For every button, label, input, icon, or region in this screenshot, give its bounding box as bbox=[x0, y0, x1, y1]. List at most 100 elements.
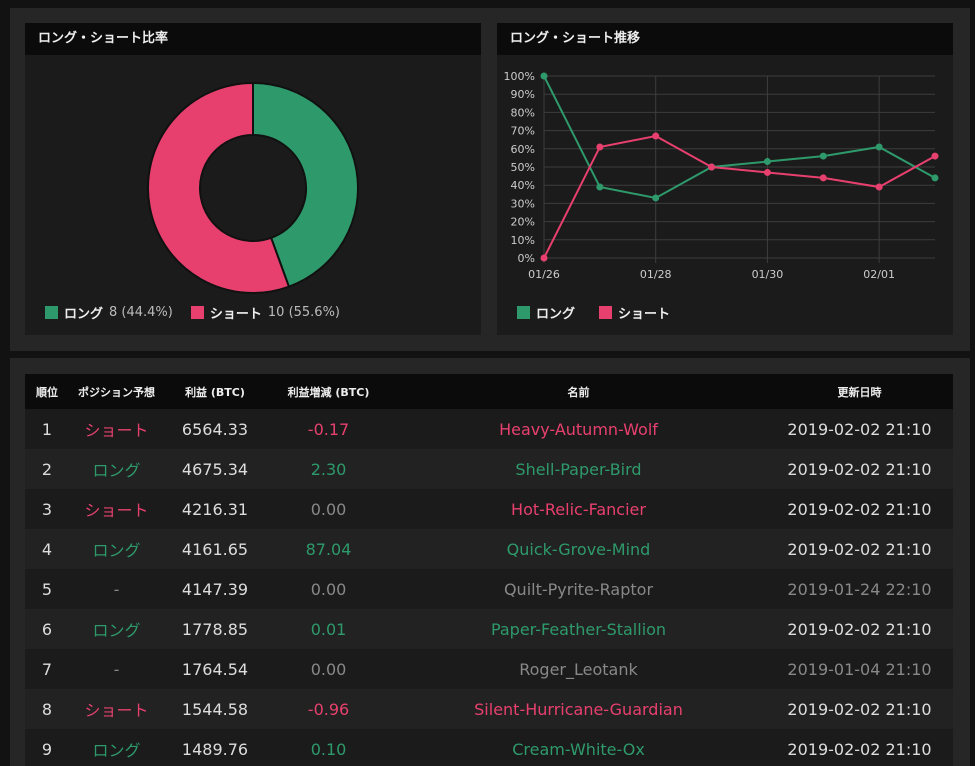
table-row[interactable]: 9 ロング 1489.76 0.10 Cream-White-Ox 2019-02-02 … bbox=[25, 729, 953, 766]
header-rank[interactable]: 順位 bbox=[25, 374, 69, 409]
data-point-short[interactable] bbox=[763, 168, 771, 176]
header-updated[interactable]: 更新日時 bbox=[766, 374, 953, 409]
name-cell[interactable]: Quick-Grove-Mind bbox=[391, 529, 766, 569]
line-legend-long[interactable]: ロング bbox=[517, 303, 581, 322]
data-point-long[interactable] bbox=[931, 174, 939, 182]
name-cell[interactable]: Paper-Feather-Stallion bbox=[391, 609, 766, 649]
pie-legend-long-swatch bbox=[45, 306, 58, 319]
data-point-long[interactable] bbox=[763, 158, 771, 166]
position-cell: ショート bbox=[69, 689, 164, 729]
data-point-long[interactable] bbox=[819, 152, 827, 160]
pie-legend-short[interactable]: ショート 10 (55.6%) bbox=[190, 303, 341, 322]
line-legend-short-label: ショート bbox=[618, 307, 671, 322]
donut-slice-long[interactable] bbox=[252, 81, 359, 288]
donut-slice-short[interactable] bbox=[147, 81, 291, 294]
data-point-short[interactable] bbox=[596, 143, 604, 151]
pie-legend-short-swatch bbox=[190, 306, 204, 319]
name-cell[interactable]: Cream-White-Ox bbox=[391, 729, 766, 766]
ranking-table: 順位 ポジション予想 利益 (BTC) 利益増減 (BTC) 名前 更新日時 1… bbox=[25, 374, 953, 766]
name-cell[interactable]: Roger_Leotank bbox=[391, 649, 766, 689]
header-profit-change[interactable]: 利益増減 (BTC) bbox=[266, 374, 391, 409]
table-header-row: 順位 ポジション予想 利益 (BTC) 利益増減 (BTC) 名前 更新日時 bbox=[25, 374, 953, 409]
rank-cell: 6 bbox=[25, 609, 69, 649]
table-body: 1 ショート 6564.33 -0.17 Heavy-Autumn-Wolf 2019-0… bbox=[25, 409, 953, 766]
pie-legend-short-value: 10 (55.6%) bbox=[267, 305, 341, 320]
long-short-ratio-panel: ロング・ショート比率 ロング 8 (44.4%) ショート 10 (55.6%) bbox=[25, 23, 481, 335]
line-legend-long-label: ロング bbox=[536, 307, 576, 322]
table-row[interactable]: 5-4147.39 0.00 Quilt-Pyrite-Raptor 2019-01-… bbox=[25, 569, 953, 609]
pie-legend-long[interactable]: ロング 8 (44.4%) bbox=[45, 303, 173, 322]
table-row[interactable]: 6 ロング 1778.85 0.01 Paper-Feather-Stallion 201… bbox=[25, 609, 953, 649]
line-legend-long-swatch bbox=[517, 306, 530, 319]
x-tick-label: 01/26 bbox=[528, 268, 560, 281]
data-point-short[interactable] bbox=[652, 132, 660, 140]
profit-cell: 4216.31 bbox=[164, 489, 266, 529]
line-legend: ロング ショート bbox=[517, 303, 694, 322]
profit-cell: 6564.33 bbox=[164, 409, 266, 449]
y-tick-label: 60% bbox=[511, 143, 535, 156]
profit-cell: 4161.65 bbox=[164, 529, 266, 569]
table-row[interactable]: 3 ショート 4216.31 0.00 Hot-Relic-Fancier 2019-02… bbox=[25, 489, 953, 529]
profit-cell: 1778.85 bbox=[164, 609, 266, 649]
data-point-short[interactable] bbox=[540, 254, 548, 262]
line-legend-short-swatch bbox=[599, 306, 613, 319]
data-point-short[interactable] bbox=[819, 174, 827, 182]
position-cell: ショート bbox=[69, 489, 164, 529]
name-cell[interactable]: Hot-Relic-Fancier bbox=[391, 489, 766, 529]
rank-cell: 1 bbox=[25, 409, 69, 449]
name-cell[interactable]: Quilt-Pyrite-Raptor bbox=[391, 569, 766, 609]
y-tick-label: 90% bbox=[511, 88, 535, 101]
profit-change-cell: 87.04 bbox=[266, 529, 391, 569]
profit-cell: 1764.54 bbox=[164, 649, 266, 689]
y-tick-label: 20% bbox=[511, 216, 535, 229]
y-tick-label: 50% bbox=[511, 161, 535, 174]
data-point-short[interactable] bbox=[931, 152, 939, 160]
data-point-long[interactable] bbox=[875, 143, 883, 151]
name-cell[interactable]: Silent-Hurricane-Guardian bbox=[391, 689, 766, 729]
data-point-long[interactable] bbox=[596, 183, 604, 191]
profit-change-cell: 0.00 bbox=[266, 649, 391, 689]
position-cell: ロング bbox=[69, 449, 164, 489]
y-tick-label: 0% bbox=[518, 252, 535, 265]
updated-cell: 2019-01-24 22:10 bbox=[766, 569, 953, 609]
updated-cell: 2019-02-02 21:10 bbox=[766, 529, 953, 569]
y-tick-label: 100% bbox=[504, 70, 535, 83]
header-name[interactable]: 名前 bbox=[391, 374, 766, 409]
updated-cell: 2019-01-04 21:10 bbox=[766, 649, 953, 689]
line-legend-short[interactable]: ショート bbox=[599, 303, 676, 322]
data-point-long[interactable] bbox=[540, 72, 548, 80]
rank-cell: 2 bbox=[25, 449, 69, 489]
data-point-short[interactable] bbox=[875, 183, 883, 191]
pie-legend-short-label: ショート bbox=[209, 307, 262, 322]
profit-change-cell: 2.30 bbox=[266, 449, 391, 489]
profit-cell: 4147.39 bbox=[164, 569, 266, 609]
line-panel-title: ロング・ショート推移 bbox=[497, 23, 953, 55]
y-tick-label: 30% bbox=[511, 197, 535, 210]
updated-cell: 2019-02-02 21:10 bbox=[766, 489, 953, 529]
updated-cell: 2019-02-02 21:10 bbox=[766, 689, 953, 729]
long-short-trend-panel: ロング・ショート推移 0% 10% 20% 30% 40% 50% 60% 70% 80% 90%… bbox=[497, 23, 953, 335]
table-row[interactable]: 8 ショート 1544.58 -0.96 Silent-Hurricane-Guardi… bbox=[25, 689, 953, 729]
x-tick-label: 02/01 bbox=[863, 268, 895, 281]
pie-legend: ロング 8 (44.4%) ショート 10 (55.6%) bbox=[45, 303, 358, 322]
table-row[interactable]: 7-1764.54 0.00 Roger_Leotank 2019-01-04 21:… bbox=[25, 649, 953, 689]
updated-cell: 2019-02-02 21:10 bbox=[766, 609, 953, 649]
profit-cell: 4675.34 bbox=[164, 449, 266, 489]
pie-legend-long-label: ロング bbox=[64, 307, 104, 322]
y-tick-label: 70% bbox=[511, 125, 535, 138]
table-row[interactable]: 1 ショート 6564.33 -0.17 Heavy-Autumn-Wolf 2019-0… bbox=[25, 409, 953, 449]
profit-change-cell: 0.01 bbox=[266, 609, 391, 649]
name-cell[interactable]: Shell-Paper-Bird bbox=[391, 449, 766, 489]
data-point-long[interactable] bbox=[652, 194, 660, 202]
profit-change-cell: -0.96 bbox=[266, 689, 391, 729]
x-tick-label: 01/30 bbox=[752, 268, 784, 281]
table-row[interactable]: 2 ロング 4675.34 2.30 Shell-Paper-Bird 2019-02-0… bbox=[25, 449, 953, 489]
header-profit[interactable]: 利益 (BTC) bbox=[164, 374, 266, 409]
series-line-short bbox=[543, 135, 936, 259]
table-row[interactable]: 4 ロング 4161.65 87.04 Quick-Grove-Mind 2019-02-… bbox=[25, 529, 953, 569]
profit-cell: 1489.76 bbox=[164, 729, 266, 766]
data-point-short[interactable] bbox=[708, 163, 716, 171]
rank-cell: 4 bbox=[25, 529, 69, 569]
header-position[interactable]: ポジション予想 bbox=[69, 374, 164, 409]
name-cell[interactable]: Heavy-Autumn-Wolf bbox=[391, 409, 766, 449]
